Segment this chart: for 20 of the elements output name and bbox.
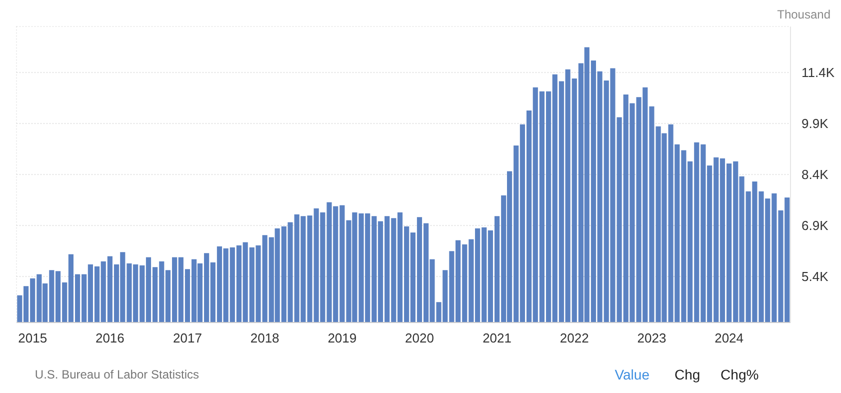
x-tick-label: 2016 bbox=[95, 330, 124, 346]
x-tick-label: 2020 bbox=[405, 330, 434, 346]
x-tick-label: 2018 bbox=[250, 330, 280, 346]
text: U.S. Bureau of Labor Statistics bbox=[34, 368, 199, 382]
x-tick-label: 2019 bbox=[328, 330, 357, 346]
y-tick-label: 8.4K bbox=[802, 167, 829, 182]
x-tick-label: 2021 bbox=[482, 330, 512, 346]
text: Chg bbox=[674, 366, 700, 382]
x-tick-label: 2023 bbox=[637, 330, 666, 346]
y-tick-label: 11.4K bbox=[802, 65, 835, 80]
x-tick-label: 2022 bbox=[560, 330, 589, 346]
y-tick-label: 5.4K bbox=[802, 269, 829, 284]
x-tick-label: 2024 bbox=[714, 330, 744, 346]
y-tick-label: 6.9K bbox=[802, 218, 829, 234]
y-axis-title: Thousand bbox=[777, 8, 830, 22]
text: Chg% bbox=[720, 366, 759, 382]
y-tick-label: 9.9K bbox=[802, 116, 829, 132]
text: Value bbox=[614, 366, 650, 382]
x-tick-label: 2017 bbox=[173, 330, 202, 346]
x-tick-label: 2015 bbox=[18, 330, 48, 346]
